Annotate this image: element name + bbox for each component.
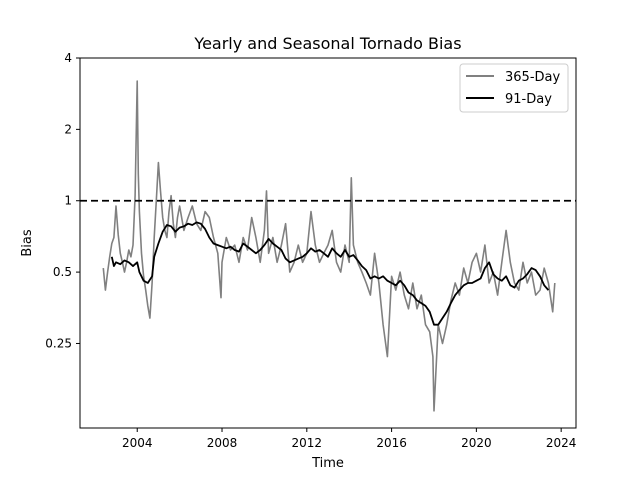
chart-title: Yearly and Seasonal Tornado Bias — [193, 34, 461, 53]
series-line-365-day — [102, 80, 556, 412]
x-tick-label: 2016 — [376, 436, 407, 450]
x-tick-label: 2012 — [292, 436, 323, 450]
plot-frame — [79, 57, 577, 429]
y-tick-label: 2 — [64, 122, 72, 136]
legend-label-365-day: 365-Day — [505, 70, 560, 85]
axes-layer: 2004 2008 2012 2016 2020 2024 0.25 0.5 1 2 4 — [45, 51, 577, 450]
y-axis-label: Bias — [20, 229, 35, 256]
y-tick-label: 1 — [64, 194, 72, 208]
series-line-91-day — [110, 221, 550, 326]
legend: 365-Day 91-Day — [459, 63, 569, 113]
y-tick-label: 4 — [64, 51, 72, 65]
y-tick-label: 0.25 — [45, 336, 72, 350]
y-tick-label: 0.5 — [53, 265, 72, 279]
series-layer — [102, 80, 556, 412]
x-tick-label: 2004 — [122, 436, 153, 450]
x-axis-label: Time — [311, 456, 344, 471]
x-tick-label: 2024 — [546, 436, 577, 450]
legend-label-91-day: 91-Day — [505, 92, 552, 107]
x-tick-label: 2020 — [461, 436, 492, 450]
x-tick-label: 2008 — [207, 436, 238, 450]
